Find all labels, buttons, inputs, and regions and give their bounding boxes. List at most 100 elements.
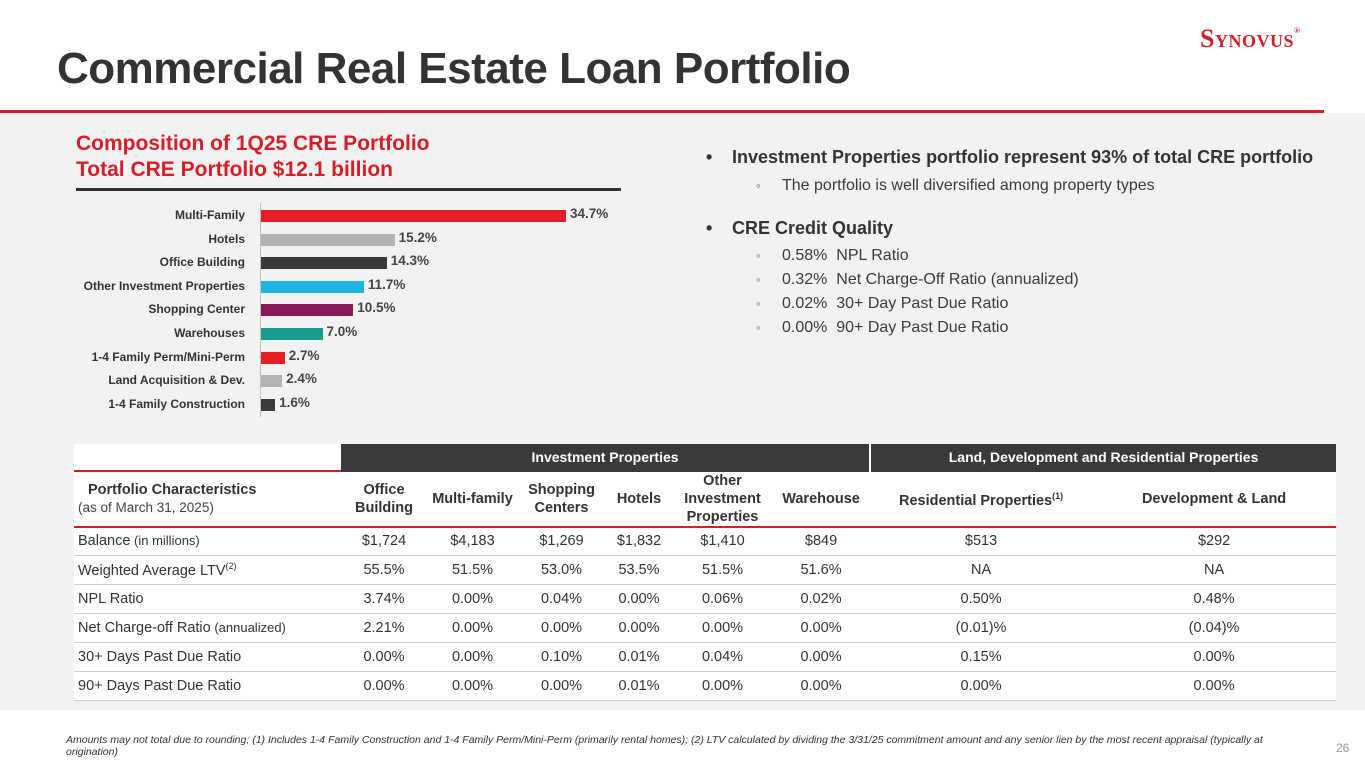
portfolio-characteristics-table: Investment Properties Land, Development …	[74, 444, 1337, 701]
chart-category-label: Other Investment Properties	[83, 278, 245, 293]
sub-bullet-marker: ◦	[756, 178, 761, 193]
table-row: Net Charge-off Ratio (annualized) 2.21% 0.…	[74, 613, 1337, 643]
row-label: Balance (in millions)	[74, 526, 341, 556]
chart-value-label: 15.2%	[398, 229, 437, 245]
chart-category-label: Land Acquisition & Dev.	[108, 373, 245, 388]
bullet-text: Investment Properties portfolio represen…	[732, 147, 1314, 167]
chart-category-label: 1-4 Family Perm/Mini-Perm	[91, 349, 245, 364]
sub-bullet-text: 0.58% NPL Ratio	[782, 247, 909, 264]
table-cell: $513	[870, 526, 1093, 556]
table-cell: 0.00%	[605, 584, 673, 614]
column-header-shopping: Shopping Centers	[518, 471, 605, 528]
table-cell: 3.74%	[341, 584, 427, 614]
table-cell: (0.01)%	[870, 613, 1093, 643]
title-divider	[0, 110, 1324, 113]
bullet-investment-properties: • Investment Properties portfolio repres…	[706, 145, 1326, 169]
chart-row: Hotels 15.2%	[0, 227, 640, 251]
chart-row: Office Building 14.3%	[0, 250, 640, 274]
chart-bar	[261, 280, 364, 293]
table-cell: 0.00%	[427, 671, 518, 701]
chart-bar	[261, 210, 566, 222]
table-cell: (0.04)%	[1092, 613, 1337, 643]
table-cell: 0.00%	[341, 671, 427, 701]
table-cell: NA	[1092, 555, 1337, 585]
chart-row: Multi-Family 34.7%	[0, 203, 640, 227]
page-number: 26	[1336, 741, 1350, 755]
logo-registered-mark: ®	[1293, 26, 1301, 35]
row-label: 30+ Days Past Due Ratio	[74, 642, 341, 672]
chart-value-label: 7.0%	[326, 324, 358, 339]
bullet-text: CRE Credit Quality	[732, 218, 894, 238]
table-cell: 0.06%	[673, 584, 772, 614]
chart-row: Warehouses 7.0%	[0, 321, 640, 345]
sub-bullet-marker: ◦	[756, 272, 761, 287]
row-header-cell: Portfolio Characteristics (as of March 3…	[74, 471, 341, 528]
chart-title-divider	[76, 188, 621, 191]
chart-title-line2: Total CRE Portfolio $12.1 billion	[76, 158, 393, 181]
row-label-qualifier: (annualized)	[210, 620, 286, 635]
table-cell: 0.00%	[427, 613, 518, 643]
table-cell: 0.00%	[518, 613, 605, 643]
sub-bullet-nco: ◦ 0.32% Net Charge-Off Ratio (annualized…	[706, 268, 1326, 292]
table-cell: 0.00%	[772, 671, 871, 701]
row-label-text: 30+ Days Past Due Ratio	[78, 649, 242, 665]
table-row: Balance (in millions) $1,724 $4,183 $1,269 $…	[74, 526, 1337, 556]
table-row: NPL Ratio 3.74% 0.00% 0.04% 0.00% 0.06% 0.02% 0…	[74, 584, 1337, 614]
sub-bullet-marker: ◦	[756, 320, 761, 335]
chart-value-label: 2.4%	[286, 371, 317, 387]
table-cell: 53.5%	[605, 555, 673, 585]
table-cell: 0.00%	[427, 584, 518, 614]
sub-bullet-90-day: ◦ 0.00% 90+ Day Past Due Ratio	[706, 316, 1326, 340]
table-cell: 0.00%	[673, 671, 772, 701]
table-cell: 0.00%	[427, 642, 518, 672]
row-label: Weighted Average LTV(2)	[74, 555, 341, 585]
chart-row: Other Investment Properties 11.7%	[0, 274, 640, 298]
table-row: Weighted Average LTV(2) 55.5% 51.5% 53.0% 53…	[74, 555, 1337, 585]
row-label: 90+ Days Past Due Ratio	[74, 671, 341, 701]
chart-value-label: 10.5%	[357, 300, 396, 316]
footnote-marker: (2)	[225, 561, 237, 572]
column-header-residential: Residential Properties(1)	[870, 471, 1093, 528]
cre-composition-bar-chart: Multi-Family 34.7% Hotels 15.2% Office Build…	[0, 195, 640, 425]
row-label-text: 90+ Days Past Due Ratio	[78, 678, 242, 694]
row-label: NPL Ratio	[74, 584, 341, 614]
chart-category-label: 1-4 Family Construction	[108, 396, 245, 411]
chart-category-label: Office Building	[159, 255, 245, 270]
table-body: Balance (in millions) $1,724 $4,183 $1,269 $…	[74, 526, 1337, 701]
table-cell: 0.04%	[673, 642, 772, 672]
sub-bullet-text: 0.02% 30+ Day Past Due Ratio	[782, 295, 1009, 312]
table-cell: 0.00%	[673, 613, 772, 643]
page-title: Commercial Real Estate Loan Portfolio	[57, 44, 851, 93]
sub-bullet-marker: ◦	[756, 296, 761, 311]
chart-row: 1-4 Family Perm/Mini-Perm 2.7%	[0, 345, 640, 369]
chart-value-label: 11.7%	[367, 276, 406, 292]
bullet-dot: •	[706, 218, 713, 238]
column-header-multifamily: Multi-family	[427, 471, 518, 528]
group-header-land: Land, Development and Residential Proper…	[869, 444, 1337, 472]
table-cell: 0.00%	[341, 642, 427, 672]
table-cell: 0.00%	[772, 642, 871, 672]
table-cell: 55.5%	[341, 555, 427, 585]
synovus-logo: Synovus®	[1200, 24, 1300, 54]
chart-row: 1-4 Family Construction 1.6%	[0, 392, 640, 416]
key-points: • Investment Properties portfolio repres…	[706, 145, 1326, 340]
table-cell: 0.10%	[518, 642, 605, 672]
footnote: Amounts may not total due to rounding; (…	[66, 734, 1263, 758]
table-cell: 0.00%	[605, 613, 673, 643]
sub-bullet-text: 0.00% 90+ Day Past Due Ratio	[782, 319, 1009, 336]
table-cell: 51.5%	[427, 555, 518, 585]
table-cell: 2.21%	[341, 613, 427, 643]
table-row: 90+ Days Past Due Ratio 0.00% 0.00% 0.00% 0.…	[74, 671, 1337, 701]
chart-value-label: 1.6%	[279, 394, 310, 410]
bullet-credit-quality: • CRE Credit Quality	[706, 216, 1326, 240]
table-row: 30+ Days Past Due Ratio 0.00% 0.00% 0.10% 0.…	[74, 642, 1337, 672]
chart-row: Shopping Center 10.5%	[0, 297, 640, 321]
chart-title: Composition of 1Q25 CRE Portfolio Total …	[76, 131, 430, 183]
row-label-text: Balance	[78, 533, 131, 550]
chart-bar	[261, 351, 285, 364]
column-header-office: Office Building	[341, 471, 427, 528]
chart-bar	[261, 375, 283, 388]
chart-category-label: Hotels	[208, 231, 245, 246]
sub-bullet-npl: ◦ 0.58% NPL Ratio	[706, 244, 1326, 268]
chart-value-label: 2.7%	[288, 347, 320, 363]
